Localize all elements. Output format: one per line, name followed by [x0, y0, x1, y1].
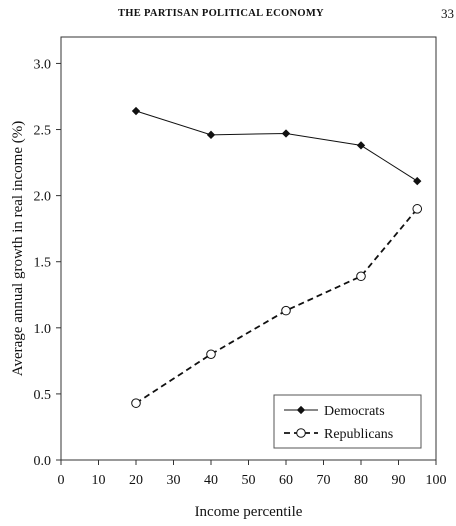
republicans-line	[135, 208, 418, 404]
y-tick-label: 3.0	[34, 57, 52, 72]
y-tick-label: 0.5	[34, 388, 52, 403]
republicans-legend-label: Republicans	[324, 427, 393, 442]
democrats-marker	[281, 129, 291, 138]
republicans-marker	[412, 204, 423, 214]
democrats-line	[135, 110, 418, 182]
x-tick-label: 30	[167, 473, 181, 488]
y-tick-label: 1.0	[34, 322, 52, 337]
running-title: THE PARTISAN POLITICAL ECONOMY	[118, 8, 324, 19]
x-axis-ticks: 0 10 20 30 40 50 60 70 80 90 100	[58, 460, 447, 488]
x-tick-label: 60	[279, 473, 293, 488]
democrats-marker	[356, 141, 366, 150]
republicans-marker	[296, 428, 306, 438]
democrats-marker	[206, 130, 216, 139]
y-axis-ticks: 0.0 0.5 1.0 1.5 2.0 2.5 3.0	[34, 57, 61, 469]
x-tick-label: 70	[317, 473, 331, 488]
x-axis-label: Income percentile	[195, 504, 303, 520]
democrats-legend-label: Democrats	[324, 404, 385, 419]
x-tick-label: 50	[242, 473, 256, 488]
republicans-marker	[131, 398, 141, 408]
democrats-marker	[296, 405, 306, 415]
y-axis-label: Average annual growth in real income (%)	[10, 121, 26, 376]
democrats-marker	[131, 106, 141, 116]
y-tick-label: 0.0	[34, 454, 52, 469]
x-tick-label: 80	[354, 473, 368, 488]
page-number: 33	[441, 6, 454, 21]
x-tick-label: 90	[392, 473, 406, 488]
x-tick-label: 40	[204, 473, 218, 488]
y-tick-label: 2.0	[34, 190, 52, 205]
y-tick-label: 2.5	[34, 124, 52, 139]
x-tick-label: 100	[426, 473, 447, 488]
x-tick-label: 10	[92, 473, 106, 488]
democrats-marker	[413, 176, 422, 186]
republicans-marker	[206, 349, 216, 360]
series-layer	[131, 106, 423, 408]
republicans-marker	[356, 271, 366, 282]
y-tick-label: 1.5	[34, 256, 52, 271]
legend-box	[273, 394, 422, 449]
x-tick-label: 20	[129, 473, 143, 488]
legend: Democrats Republicans	[273, 394, 422, 449]
republicans-marker	[281, 305, 291, 316]
x-tick-label: 0	[58, 473, 65, 488]
